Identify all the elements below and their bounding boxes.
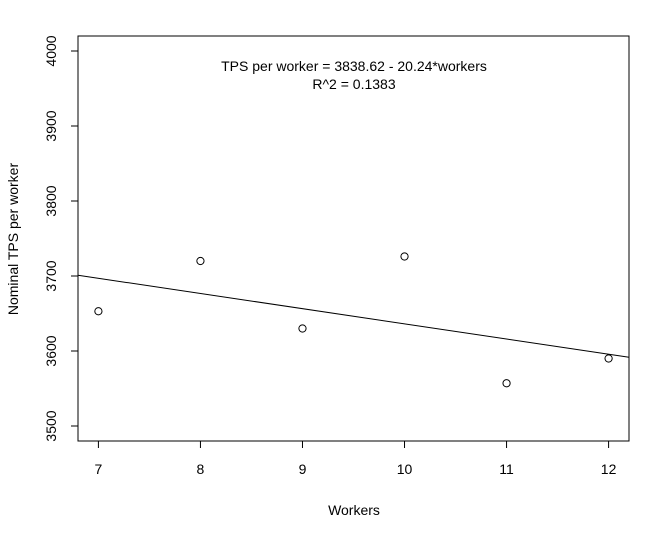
x-tick-label: 11 (499, 461, 514, 477)
data-point (196, 256, 205, 266)
data-point (604, 354, 613, 363)
y-tick-label: 3800 (43, 185, 59, 216)
data-point (298, 324, 307, 333)
x-tick-label: 12 (601, 461, 617, 477)
data-point (94, 307, 103, 316)
plot-frame (77, 35, 630, 442)
x-tick-label: 9 (299, 461, 307, 477)
data-point (502, 379, 511, 388)
x-axis-title: Workers (328, 502, 380, 518)
data-points (94, 252, 613, 388)
x-tick-label: 7 (95, 461, 103, 477)
y-tick-label: 3900 (43, 110, 59, 141)
data-point (400, 252, 409, 261)
x-tick-label: 10 (397, 461, 413, 477)
annotation-equation: TPS per worker = 3838.62 - 20.24*workers (221, 58, 487, 74)
y-tick-label: 3700 (43, 260, 59, 291)
annotation-r-squared: R^2 = 0.1383 (312, 76, 395, 92)
y-axis-title: Nominal TPS per worker (5, 163, 21, 316)
y-tick-label: 4000 (43, 35, 59, 66)
regression-line (77, 274, 630, 358)
y-tick-label: 3500 (43, 410, 59, 441)
y-axis: 3500 3600 3700 3800 3900 4000 (43, 35, 79, 442)
y-tick-label: 3600 (43, 335, 59, 366)
x-axis: 7 8 9 10 11 12 (95, 440, 617, 477)
x-tick-label: 8 (197, 461, 205, 477)
fit-line-group (77, 274, 630, 358)
